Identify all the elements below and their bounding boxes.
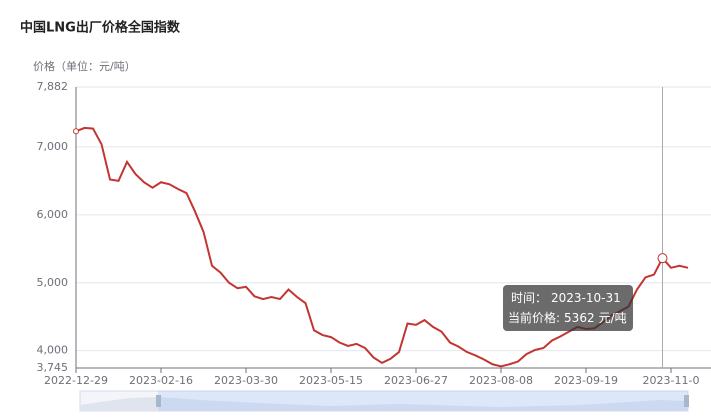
tooltip-price-label: 当前价格: bbox=[508, 310, 560, 325]
y-tick-label: 6,000 bbox=[37, 208, 69, 221]
tooltip: 时间： 2023-10-31 当前价格: 5362 元/吨 bbox=[503, 285, 633, 331]
tooltip-time-label: 时间： bbox=[511, 291, 547, 305]
y-tick-label: 5,000 bbox=[37, 276, 69, 289]
tooltip-price: 当前价格: 5362 元/吨 bbox=[508, 310, 627, 325]
y-tick-label: 3,745 bbox=[37, 361, 69, 374]
zoom-handle[interactable] bbox=[684, 395, 689, 407]
tooltip-time: 时间： 2023-10-31 bbox=[511, 291, 621, 305]
zoom-preview bbox=[80, 397, 688, 411]
x-tick-label: 2023-09-19 bbox=[554, 374, 618, 387]
x-tick-label: 2023-08-08 bbox=[469, 374, 533, 387]
point-marker bbox=[73, 128, 79, 135]
zoom-selection bbox=[158, 391, 688, 411]
y-tick-label: 4,000 bbox=[37, 344, 69, 357]
tooltip-box bbox=[503, 285, 633, 331]
chart-title: 中国LNG出厂价格全国指数 bbox=[20, 20, 181, 36]
zoom-handle[interactable] bbox=[156, 395, 161, 407]
plot-area: 3,745 4,000 5,000 6,000 7,000 7,882 2022-12-29… bbox=[37, 80, 711, 387]
y-tick-label: 7,882 bbox=[37, 80, 69, 93]
tooltip-price-value: 5362 bbox=[564, 311, 595, 325]
x-tick-label: 2023-06-27 bbox=[384, 374, 448, 387]
y-tick-label: 7,000 bbox=[37, 140, 69, 153]
x-tick-label: 2023-02-16 bbox=[129, 374, 193, 387]
tooltip-date: 2023-10-31 bbox=[551, 291, 621, 305]
x-tick-label: 2023-11-0 bbox=[643, 374, 700, 387]
tooltip-unit: 元/吨 bbox=[599, 311, 627, 325]
y-axis-label: 价格（单位：元/吨） bbox=[33, 59, 136, 73]
x-tick-label: 2023-03-30 bbox=[214, 374, 278, 387]
x-tick-label: 2023-05-15 bbox=[299, 374, 363, 387]
data-zoom[interactable] bbox=[79, 390, 689, 412]
hover-marker bbox=[657, 253, 668, 264]
x-tick-label: 2022-12-29 bbox=[44, 374, 108, 387]
